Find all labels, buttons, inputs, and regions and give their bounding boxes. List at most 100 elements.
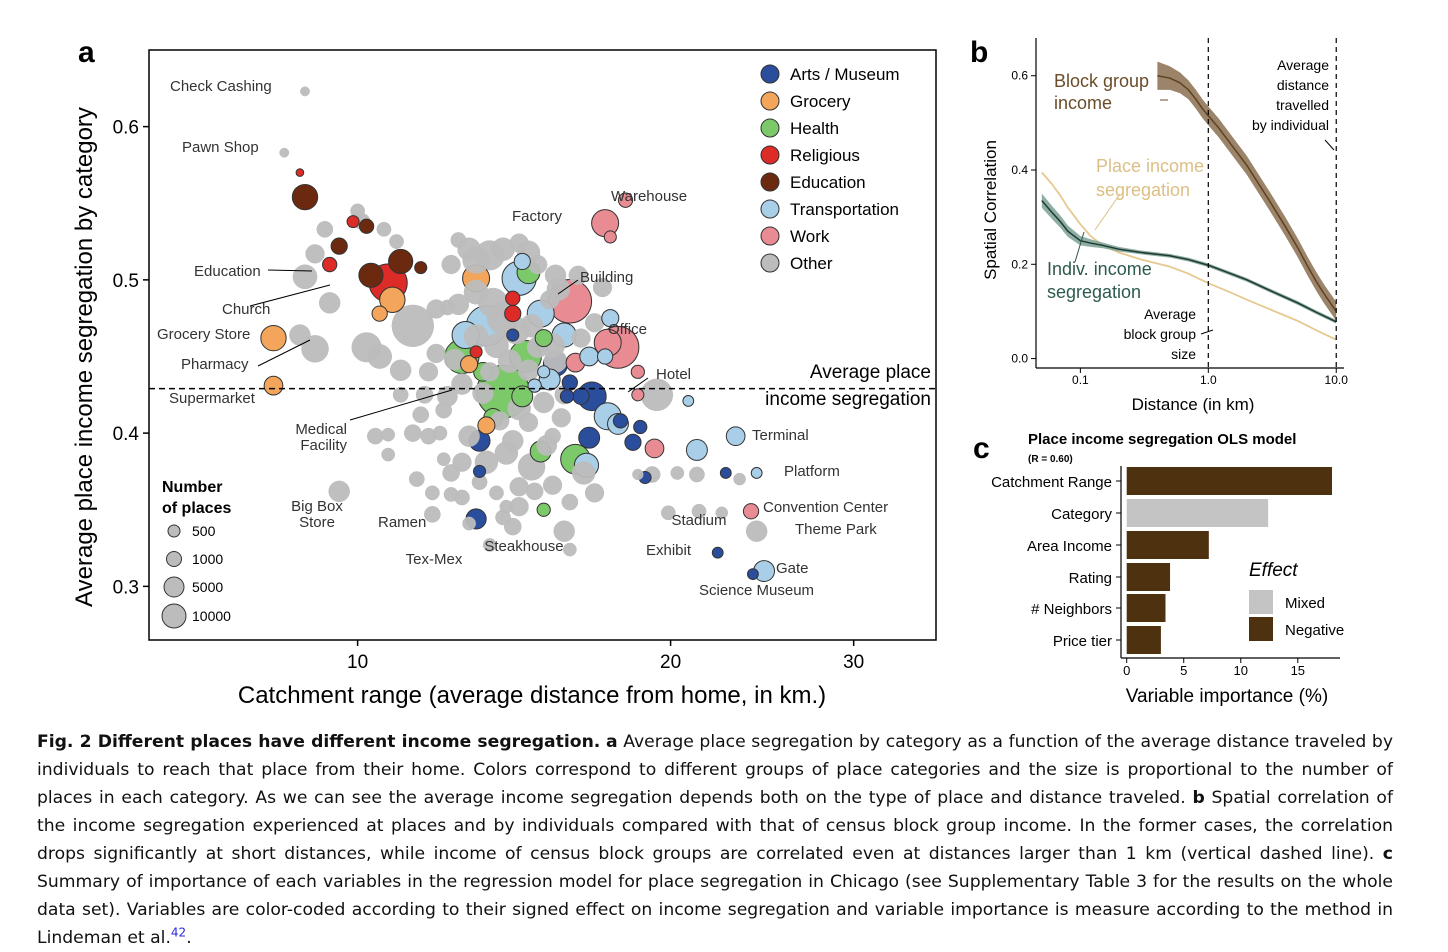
x-tick-label: 10 bbox=[1234, 663, 1248, 678]
legend-label: Mixed bbox=[1285, 595, 1325, 612]
scatter-point bbox=[561, 374, 578, 391]
scatter-point bbox=[511, 385, 534, 408]
bar bbox=[1126, 467, 1333, 495]
scatter-point bbox=[644, 438, 665, 459]
vline-label: block group bbox=[1124, 326, 1197, 342]
panel-c-title: Place income segregation OLS model bbox=[1028, 431, 1296, 448]
size-legend-circle bbox=[161, 603, 187, 629]
legend-label: Transportation bbox=[790, 200, 899, 219]
effect-legend: Effect Mixed Negative bbox=[1249, 560, 1344, 641]
annotation-label: Warehouse bbox=[611, 188, 687, 205]
scatter-point bbox=[318, 292, 341, 314]
size-legend-label: 5000 bbox=[192, 579, 223, 595]
series-label: Block group bbox=[1054, 71, 1149, 91]
annotation-leader-line bbox=[267, 269, 313, 272]
confidence-band bbox=[1157, 61, 1337, 321]
series-label: Indiv. income bbox=[1047, 259, 1152, 279]
scatter-point bbox=[528, 254, 548, 275]
series-line bbox=[1041, 171, 1337, 341]
scatter-point bbox=[559, 389, 575, 404]
annotation-label: Office bbox=[608, 321, 647, 338]
scatter-point bbox=[509, 477, 529, 497]
scatter-point bbox=[571, 328, 591, 348]
scatter-point bbox=[358, 262, 384, 288]
scatter-point bbox=[632, 468, 644, 481]
caption-end: . bbox=[186, 928, 192, 948]
vline-label: size bbox=[1171, 346, 1196, 362]
scatter-point bbox=[579, 346, 600, 367]
scatter-point bbox=[518, 412, 539, 432]
series-leader-line bbox=[1094, 193, 1121, 231]
scatter-point bbox=[450, 232, 467, 248]
panel-b-series bbox=[1041, 61, 1337, 341]
panel-a-frame bbox=[148, 49, 937, 641]
annotation-label: Stadium bbox=[671, 512, 726, 529]
scatter-point bbox=[561, 493, 579, 511]
scatter-point bbox=[379, 286, 406, 313]
size-legend-circle bbox=[163, 576, 185, 598]
vline-label: by individual bbox=[1252, 117, 1329, 133]
scatter-point bbox=[497, 349, 522, 373]
scatter-point bbox=[509, 233, 529, 253]
scatter-point bbox=[289, 324, 311, 346]
legend-swatch bbox=[760, 253, 780, 273]
effect-legend-title: Effect bbox=[1249, 560, 1298, 581]
scatter-point bbox=[472, 382, 494, 404]
category-label: Rating bbox=[1069, 570, 1112, 587]
scatter-point bbox=[439, 299, 456, 316]
scatter-point bbox=[711, 546, 724, 559]
annotation-label: Tex-Mex bbox=[406, 551, 463, 568]
vline-label: travelled bbox=[1276, 97, 1329, 113]
panel-c-x-axis-label: Variable importance (%) bbox=[1126, 686, 1328, 707]
annotation-leader-line bbox=[249, 284, 331, 307]
scatter-point bbox=[346, 215, 360, 229]
annotation-label: Church bbox=[222, 301, 270, 318]
annotation-label: Hotel bbox=[656, 366, 691, 383]
panel-c-axes: Catchment Range Category Area Income Rating… bbox=[991, 466, 1340, 678]
legend-label: Grocery bbox=[790, 92, 851, 111]
scatter-point bbox=[389, 359, 412, 381]
scatter-point bbox=[715, 506, 729, 520]
legend-swatch bbox=[760, 118, 780, 138]
x-tick-label: 0.1 bbox=[1072, 373, 1089, 387]
scatter-point bbox=[473, 464, 487, 478]
legend-label: Religious bbox=[790, 146, 860, 165]
vline-label: Average bbox=[1144, 306, 1196, 322]
panel-a-scatter: 0.3 0.4 0.5 0.6 10 20 30 Check Cashing Pawn Sho… bbox=[71, 49, 937, 709]
scatter-point bbox=[408, 471, 425, 487]
scatter-point bbox=[525, 482, 544, 501]
caption-text-a: Average place segregation by category as… bbox=[37, 732, 1393, 808]
panel-a-x-axis-label: Catchment range (average distance from h… bbox=[238, 682, 826, 709]
legend-swatch bbox=[760, 64, 780, 84]
scatter-point bbox=[376, 221, 392, 237]
annotation-label: Gate bbox=[776, 560, 809, 577]
scatter-point bbox=[480, 362, 500, 382]
vline-label: distance bbox=[1277, 77, 1329, 93]
annotation-leader-line bbox=[627, 377, 649, 393]
scatter-point bbox=[660, 505, 676, 521]
scatter-point bbox=[640, 378, 674, 412]
panel-label-b: b bbox=[970, 36, 988, 69]
scatter-point bbox=[502, 430, 524, 452]
scatter-point bbox=[460, 355, 479, 374]
scatter-point bbox=[513, 252, 531, 271]
annotation-leader-line bbox=[257, 339, 311, 367]
panel-b-y-axis-label: Spatial Correlation bbox=[981, 140, 1000, 280]
scatter-point bbox=[469, 345, 483, 359]
caption-reference-link[interactable]: 42 bbox=[170, 925, 187, 940]
scatter-point bbox=[443, 487, 459, 502]
series-leader-line bbox=[1074, 231, 1085, 263]
legend-label: Health bbox=[790, 119, 839, 138]
panel-label-c: c bbox=[973, 432, 990, 465]
scatter-point bbox=[631, 388, 645, 402]
scatter-point bbox=[462, 516, 476, 531]
panel-c-bars bbox=[1126, 467, 1333, 654]
scatter-point bbox=[463, 324, 489, 349]
scatter-point bbox=[536, 502, 551, 517]
category-legend: Arts / Museum Grocery Health Religious Educa… bbox=[760, 64, 900, 273]
caption-panel-a: a bbox=[605, 732, 618, 752]
y-tick-label: 0.4 bbox=[113, 424, 140, 445]
panel-c-bar-chart: Place income segregation OLS model (R = … bbox=[991, 431, 1344, 707]
annotation-label: Theme Park bbox=[795, 521, 877, 538]
